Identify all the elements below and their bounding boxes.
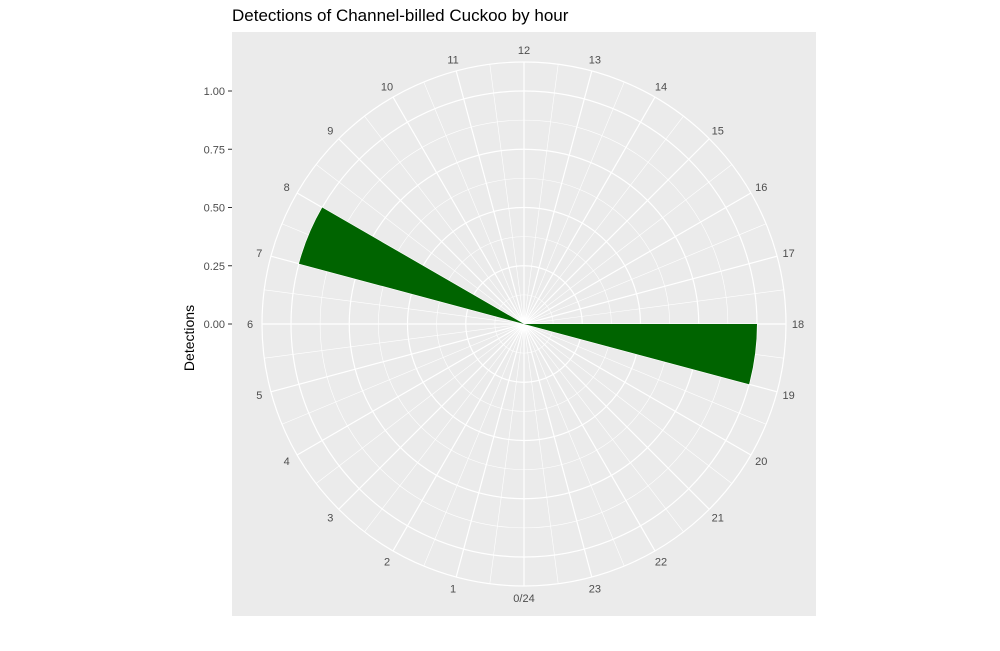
minor-spoke xyxy=(264,323,525,359)
hour-label: 8 xyxy=(284,182,290,194)
minor-spoke xyxy=(523,164,733,325)
minor-spoke xyxy=(523,323,733,484)
hour-label: 7 xyxy=(256,248,262,260)
hour-label: 3 xyxy=(327,513,333,525)
minor-spoke xyxy=(523,81,625,325)
major-spoke xyxy=(392,96,525,325)
minor-spoke xyxy=(364,323,525,533)
bar-hour-18 xyxy=(524,324,757,385)
hour-label: 0/24 xyxy=(513,593,534,605)
minor-spoke xyxy=(523,323,684,533)
minor-spoke xyxy=(523,323,625,567)
bars xyxy=(298,207,757,385)
y-tick-label: 0.00 xyxy=(204,319,225,331)
hour-label: 11 xyxy=(447,54,458,66)
major-spoke xyxy=(338,138,525,325)
major-spoke xyxy=(523,323,656,552)
major-spoke xyxy=(296,323,525,456)
hour-label: 19 xyxy=(783,390,795,402)
hour-label: 4 xyxy=(284,456,290,468)
hour-label: 22 xyxy=(655,556,667,568)
minor-spoke xyxy=(364,115,525,325)
major-spoke xyxy=(523,255,778,325)
major-spoke xyxy=(523,323,752,456)
minor-spoke xyxy=(523,223,767,325)
minor-spoke xyxy=(423,323,525,567)
major-spoke xyxy=(455,323,525,578)
hour-label: 17 xyxy=(783,248,795,260)
hour-label: 1 xyxy=(450,584,456,596)
minor-spoke xyxy=(281,323,525,425)
minor-spoke xyxy=(523,323,767,425)
minor-spoke xyxy=(523,64,559,325)
y-tick-label: 1.00 xyxy=(204,86,225,98)
hour-axis: 0/24123456789101112131415161718192021222… xyxy=(247,45,804,605)
major-spoke xyxy=(392,323,525,552)
major-spoke xyxy=(523,96,656,325)
minor-spoke xyxy=(264,289,525,325)
minor-spoke xyxy=(489,64,525,325)
hour-label: 5 xyxy=(256,390,262,402)
chart-title: Detections of Channel-billed Cuckoo by h… xyxy=(232,6,569,25)
minor-spoke xyxy=(523,115,684,325)
hour-label: 16 xyxy=(755,182,767,194)
y-tick-label: 0.50 xyxy=(204,203,225,215)
y-tick-label: 0.75 xyxy=(204,144,225,156)
hour-label: 12 xyxy=(518,45,530,57)
major-spoke xyxy=(523,70,593,325)
hour-label: 10 xyxy=(381,82,393,94)
major-spoke xyxy=(523,323,593,578)
y-axis: 0.00 0.25 0.50 0.75 1.00 xyxy=(204,86,232,331)
bar-hour-7 xyxy=(298,207,524,324)
major-spoke xyxy=(455,70,525,325)
hour-label: 9 xyxy=(327,125,333,137)
hour-label: 21 xyxy=(712,513,724,525)
hour-label: 15 xyxy=(712,125,724,137)
major-spoke xyxy=(523,138,710,325)
minor-spoke xyxy=(523,289,784,325)
hour-label: 18 xyxy=(792,319,804,331)
major-spoke xyxy=(270,255,525,325)
major-spoke xyxy=(270,323,525,393)
hour-label: 6 xyxy=(247,319,253,331)
minor-spoke xyxy=(489,323,525,584)
y-tick-label: 0.25 xyxy=(204,261,225,273)
major-spoke xyxy=(523,323,710,510)
y-axis-label: Detections xyxy=(181,305,197,371)
hour-label: 14 xyxy=(655,82,667,94)
hour-label: 2 xyxy=(384,556,390,568)
hour-label: 20 xyxy=(755,456,767,468)
minor-spoke xyxy=(315,164,525,325)
major-spoke xyxy=(338,323,525,510)
minor-spoke xyxy=(523,323,559,584)
major-spoke xyxy=(523,192,752,325)
hour-label: 13 xyxy=(589,54,601,66)
minor-spoke xyxy=(423,81,525,325)
outer-ring xyxy=(261,61,787,587)
minor-spoke xyxy=(315,323,525,484)
hour-label: 23 xyxy=(589,584,601,596)
